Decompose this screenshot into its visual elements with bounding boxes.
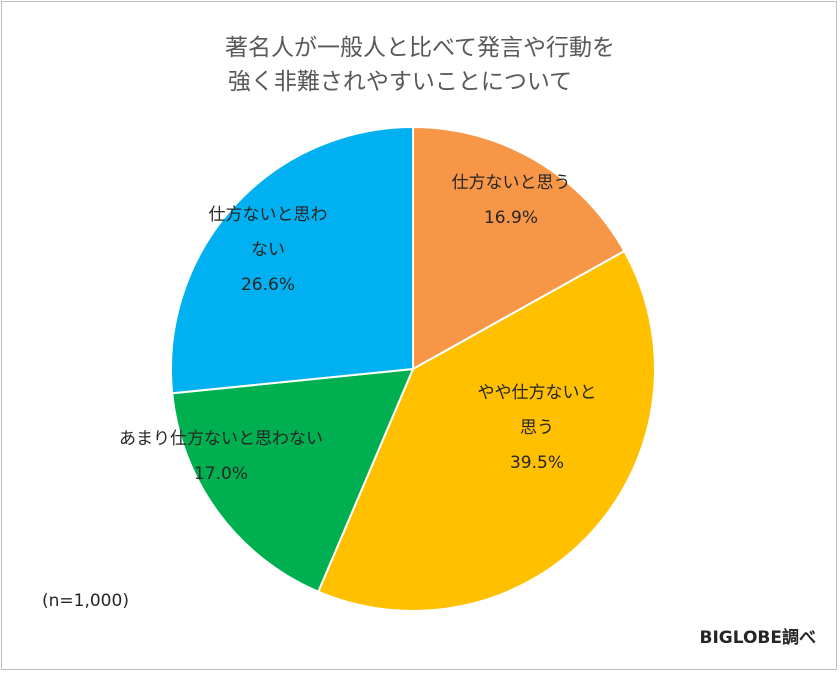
pie-slice-amari-shikata-nai-to-omowanai	[171, 367, 415, 594]
data-label-amari-shikata-nai-to-omowanai-line1: あまり仕方ないと思わない	[119, 429, 323, 449]
source-credit: BIGLOBE調べ	[699, 628, 817, 648]
pie-slice-yaya-shikata-nai	[316, 249, 656, 612]
pie-slice-shikata-nai-to-omowanai	[170, 125, 414, 395]
chart-title-line2: 強く非難されやすいことについて	[227, 69, 573, 95]
data-label-amari-shikata-nai-to-omowanai-value: 17.0%	[194, 464, 248, 484]
data-label-shikata-nai-to-omou-line1: 仕方ないと思う	[452, 173, 571, 193]
data-label-yaya-shikata-nai-line1: やや仕方ないと	[478, 383, 597, 403]
data-label-shikata-nai-to-omou-value: 16.9%	[484, 208, 538, 228]
chart-title-line1: 著名人が一般人と比べて発言や行動を	[224, 35, 616, 61]
data-label-shikata-nai-to-omowanai-line1: 仕方ないと思わ	[209, 205, 328, 225]
sample-size-note: (n=1,000)	[42, 591, 129, 611]
data-label-shikata-nai-to-omowanai-line2: ない	[251, 240, 285, 260]
data-label-yaya-shikata-nai-value: 39.5%	[510, 453, 564, 473]
data-label-shikata-nai-to-omowanai-value: 26.6%	[241, 275, 295, 295]
pie-slice-shikata-nai-to-omou	[412, 125, 626, 371]
data-label-yaya-shikata-nai-line2: 思う	[520, 418, 554, 438]
